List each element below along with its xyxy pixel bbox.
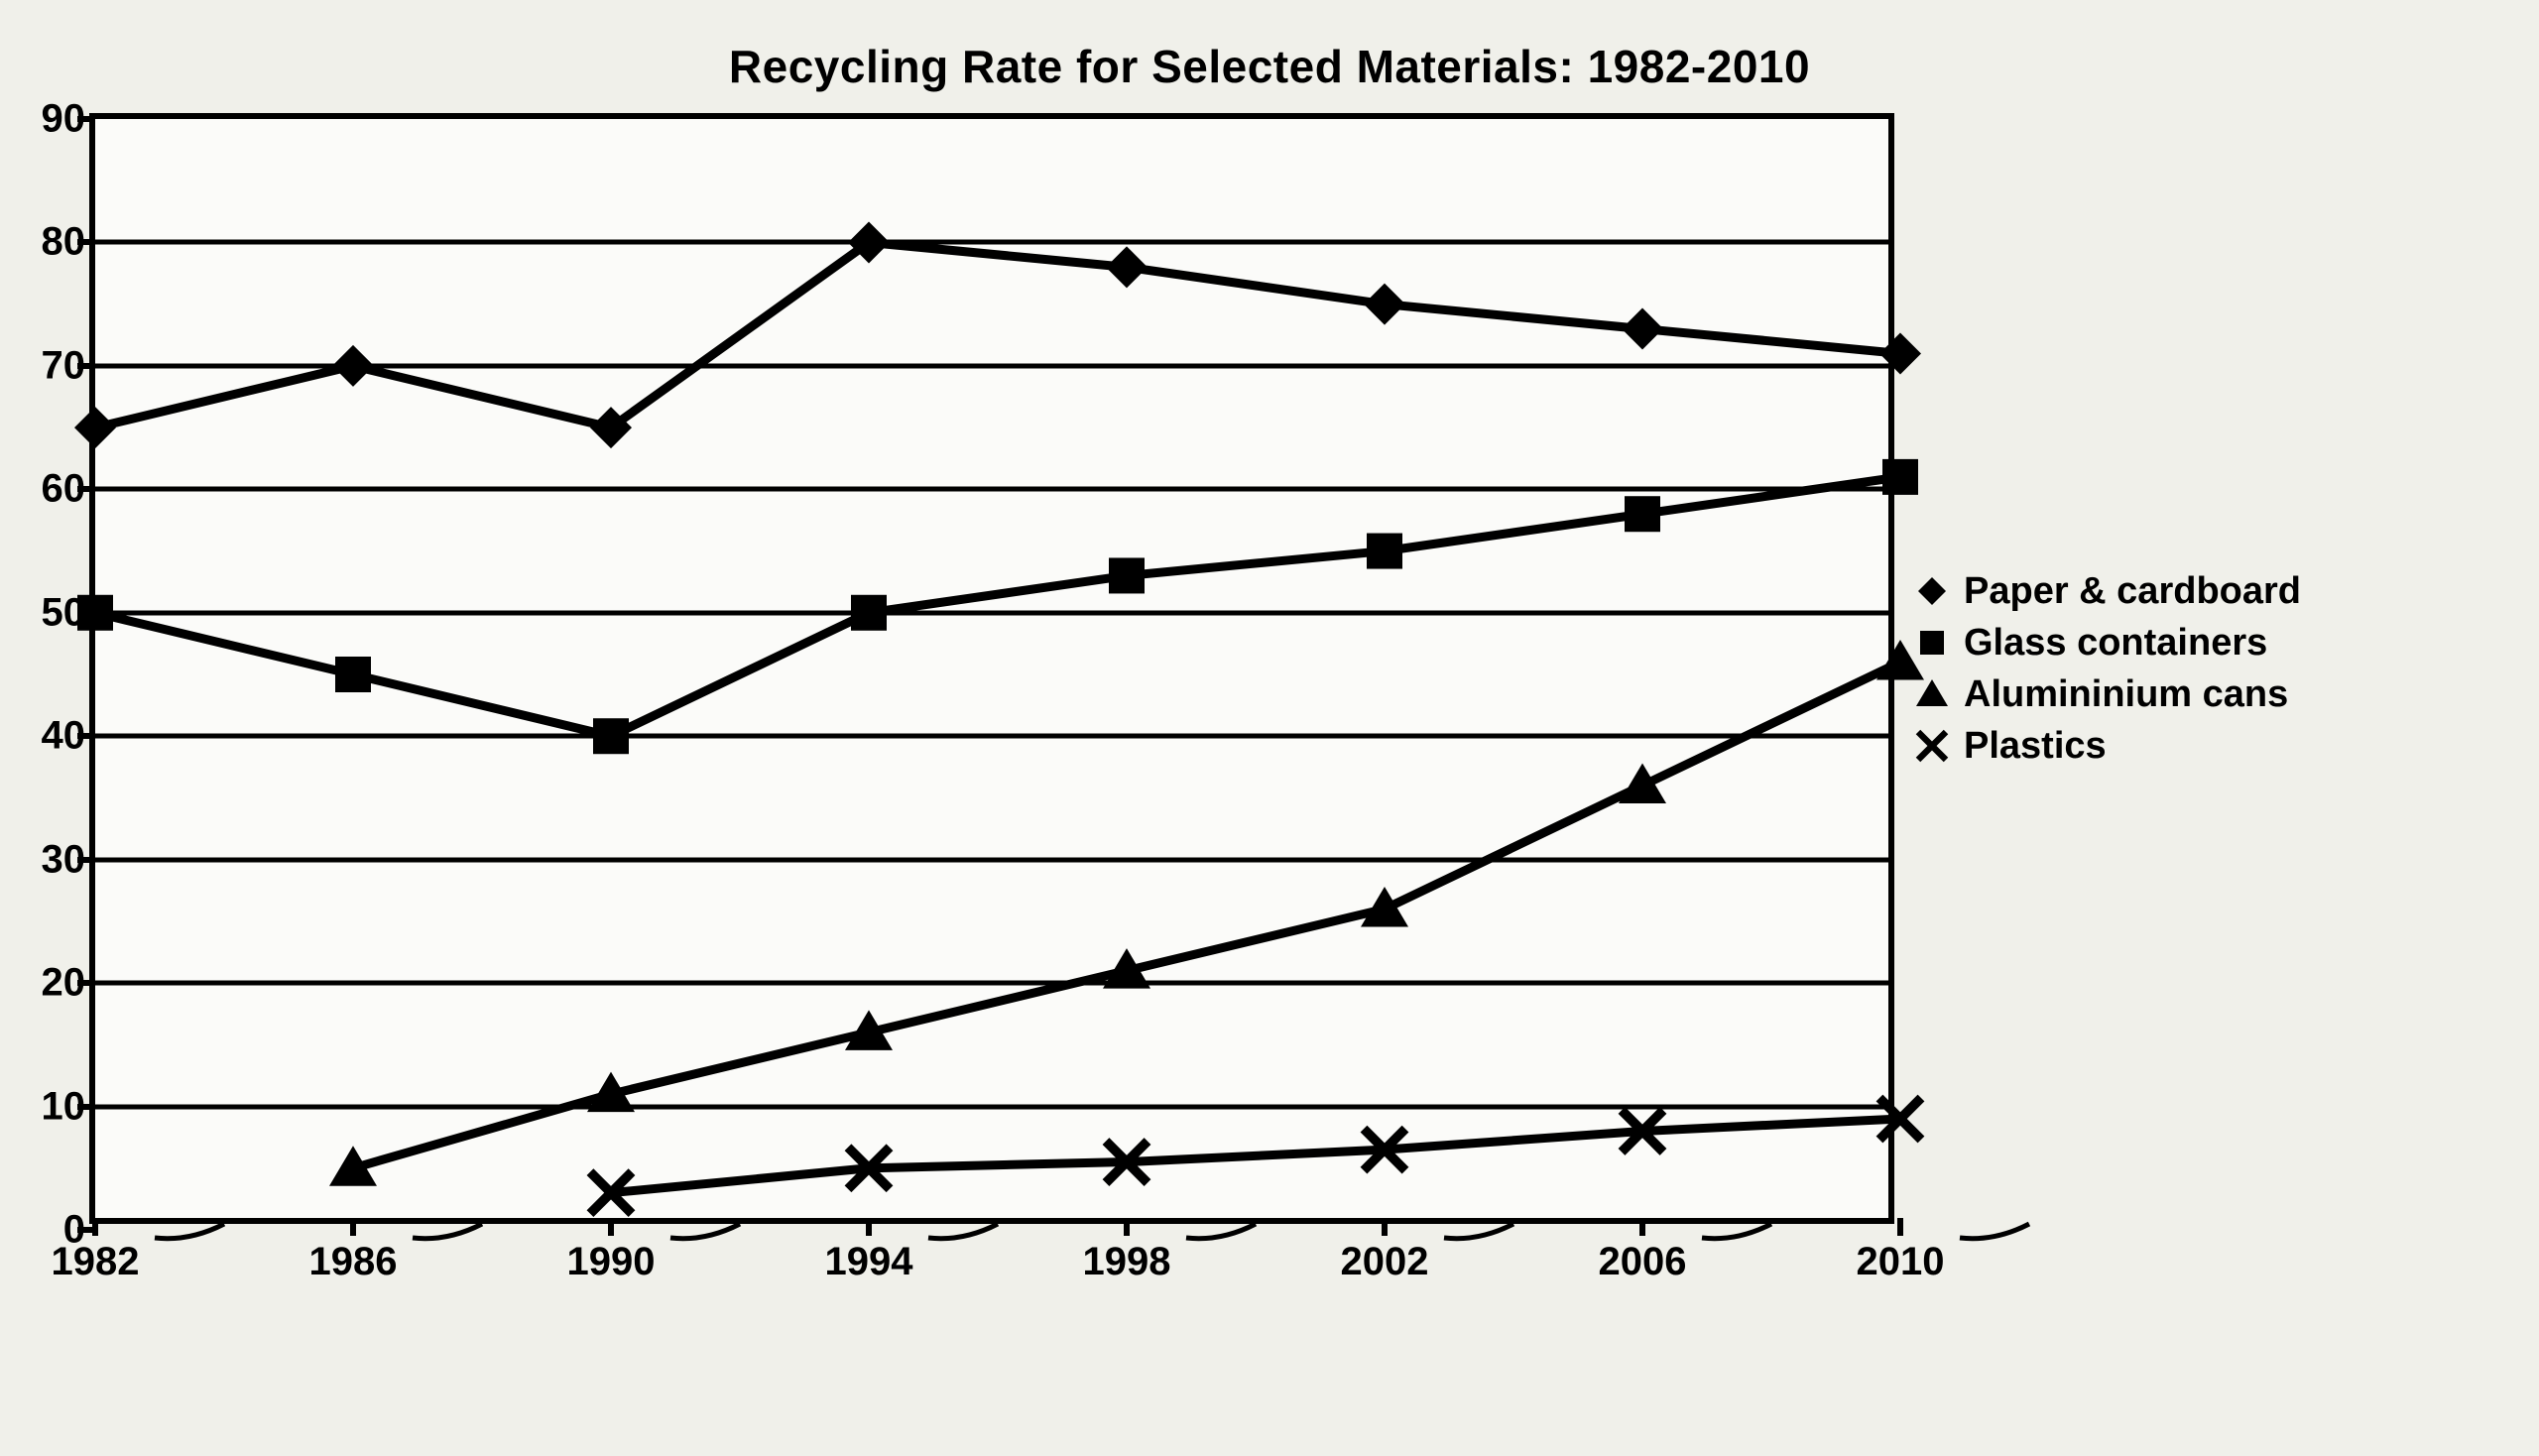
plot-holder: per cent 0102030405060708090198219861990… <box>89 113 1894 1224</box>
legend-item: Plastics <box>1910 724 2301 768</box>
y-tick-label: 50 <box>42 590 96 635</box>
grid-line <box>95 1104 1888 1109</box>
square-icon <box>1910 621 1954 665</box>
grid-line <box>95 981 1888 986</box>
legend-label: Paper & cardboard <box>1964 570 2301 613</box>
y-tick-label: 70 <box>42 343 96 388</box>
x-tick-label: 1982 <box>52 1218 140 1284</box>
y-tick-label: 20 <box>42 961 96 1006</box>
grid-line <box>95 487 1888 492</box>
chart-container: Recycling Rate for Selected Materials: 1… <box>89 40 2450 1418</box>
legend-label: Plastics <box>1964 725 2107 768</box>
x-tick-label: 2010 <box>1857 1218 1945 1284</box>
legend-item: Glass containers <box>1910 621 2301 665</box>
grid-line <box>95 240 1888 245</box>
page: Recycling Rate for Selected Materials: 1… <box>0 0 2539 1456</box>
chart-svg <box>95 119 1900 1230</box>
x-tick-label: 2006 <box>1599 1218 1687 1284</box>
y-tick-label: 40 <box>42 714 96 759</box>
legend: Paper & cardboard Glass containers Alumini… <box>1894 113 2301 1224</box>
x-tick-label: 1990 <box>567 1218 656 1284</box>
plot-area: 0102030405060708090198219861990199419982… <box>89 113 1894 1224</box>
x-tick-label: 2002 <box>1341 1218 1429 1284</box>
legend-label: Glass containers <box>1964 622 2267 665</box>
series-line <box>611 1119 1900 1193</box>
plot-outer: per cent 0102030405060708090198219861990… <box>89 113 2450 1224</box>
x-icon <box>1910 724 1954 768</box>
grid-line <box>95 610 1888 615</box>
y-tick-label: 60 <box>42 467 96 512</box>
y-tick-label: 80 <box>42 220 96 265</box>
y-tick-label: 90 <box>42 97 96 142</box>
diamond-icon <box>1910 569 1954 613</box>
legend-item: Alumininium cans <box>1910 672 2301 716</box>
grid-line <box>95 734 1888 739</box>
x-tick-label: 1986 <box>309 1218 398 1284</box>
grid-line <box>95 363 1888 368</box>
chart-title: Recycling Rate for Selected Materials: 1… <box>89 40 2450 93</box>
y-tick-label: 10 <box>42 1084 96 1129</box>
x-tick-label: 1994 <box>825 1218 913 1284</box>
legend-item: Paper & cardboard <box>1910 569 2301 613</box>
x-tick-label: 1998 <box>1083 1218 1171 1284</box>
legend-label: Alumininium cans <box>1964 673 2288 716</box>
grid-line <box>95 857 1888 862</box>
y-tick-label: 30 <box>42 837 96 882</box>
